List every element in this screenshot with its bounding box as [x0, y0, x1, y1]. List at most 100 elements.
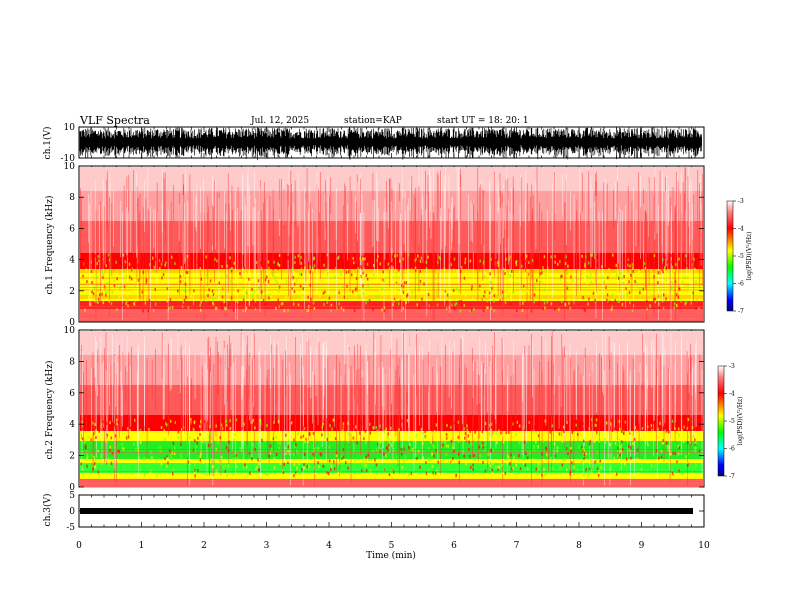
psd-speckle: [410, 472, 413, 475]
psd-streak: [693, 194, 694, 307]
psd-streak: [230, 192, 231, 231]
psd-streak: [541, 211, 543, 249]
psd-band: [80, 405, 703, 408]
psd-streak: [603, 182, 605, 239]
psd-speckle: [220, 462, 222, 466]
psd-streak: [177, 333, 179, 370]
psd-speckle: [82, 274, 84, 278]
psd-band: [80, 463, 703, 466]
psd-speckle: [533, 300, 535, 304]
psd-speckle: [667, 444, 669, 448]
psd-speckle: [293, 290, 296, 294]
psd-speckle: [686, 266, 688, 270]
psd-streak: [399, 377, 400, 474]
psd-speckle: [304, 440, 307, 444]
psd-speckle: [695, 306, 697, 310]
psd-streak: [356, 343, 358, 433]
psd-streak: [116, 342, 118, 415]
psd-speckle: [497, 459, 499, 462]
psd-speckle: [382, 278, 384, 282]
psd-streak: [321, 343, 323, 447]
psd-streak: [209, 355, 210, 474]
psd-speckle: [450, 263, 453, 267]
psd-speckle: [187, 305, 190, 309]
psd-speckle: [635, 281, 637, 285]
psd-streak: [620, 209, 622, 275]
psd-speckle: [285, 451, 287, 455]
psd-speckle: [303, 453, 306, 456]
psd-speckle: [627, 258, 630, 262]
psd-streak: [187, 200, 189, 296]
psd-speckle: [231, 267, 234, 271]
psd-speckle: [505, 431, 507, 435]
psd-streak: [306, 341, 308, 421]
psd-band: [80, 303, 703, 306]
psd-streak: [336, 354, 337, 471]
psd-streak: [189, 174, 191, 295]
psd-speckle: [80, 431, 82, 435]
psd-speckle: [665, 278, 667, 282]
psd-speckle: [287, 461, 289, 464]
psd-streak: [695, 352, 697, 400]
psd-speckle: [232, 308, 235, 312]
psd-streak: [577, 365, 579, 442]
psd-speckle: [339, 470, 342, 474]
psd-speckle: [488, 452, 490, 456]
psd-streak: [573, 372, 575, 475]
psd-streak: [440, 207, 441, 301]
psd-streak: [245, 205, 246, 313]
psd-speckle: [277, 433, 280, 437]
psd-speckle: [460, 299, 463, 303]
psd-speckle: [333, 460, 335, 464]
psd-speckle: [109, 270, 111, 273]
psd-speckle: [492, 461, 494, 465]
psd-streak: [257, 211, 259, 294]
psd-speckle: [438, 255, 440, 259]
psd-speckle: [309, 265, 311, 269]
psd-speckle: [583, 453, 585, 457]
psd-speckle: [160, 262, 163, 266]
psd-streak: [677, 174, 678, 290]
psd-speckle: [692, 291, 694, 295]
psd-streak: [505, 210, 506, 298]
psd-speckle: [391, 262, 393, 265]
psd-speckle: [149, 470, 152, 474]
psd-speckle: [515, 260, 517, 264]
psd-streak: [178, 204, 180, 242]
psd-speckle: [609, 467, 611, 471]
psd-speckle: [512, 466, 514, 470]
psd-speckle: [691, 425, 694, 429]
psd-speckle: [647, 460, 649, 464]
psd-speckle: [444, 440, 447, 444]
psd-speckle: [619, 453, 621, 457]
psd-speckle: [588, 467, 591, 471]
psd-speckle: [166, 287, 169, 290]
psd-streak: [684, 167, 686, 220]
psd-speckle: [619, 445, 621, 449]
psd-speckle: [420, 256, 422, 260]
psd-speckle: [198, 473, 201, 477]
psd-speckle: [205, 295, 207, 298]
psd-speckle: [581, 460, 583, 464]
psd-speckle: [187, 460, 190, 464]
psd-speckle: [174, 423, 176, 427]
psd-speckle: [272, 266, 274, 270]
psd-speckle: [182, 426, 185, 430]
psd-speckle: [569, 470, 572, 474]
psd-speckle: [539, 280, 542, 284]
psd-streak: [462, 336, 464, 455]
psd-speckle: [515, 432, 517, 436]
psd-speckle: [613, 472, 615, 476]
psd-speckle: [169, 454, 172, 458]
psd-speckle: [186, 271, 189, 275]
psd-speckle: [365, 301, 367, 305]
psd-streak: [667, 367, 669, 425]
psd-streak: [622, 365, 624, 409]
psd-speckle: [363, 437, 365, 441]
psd-speckle: [279, 441, 281, 445]
psd-speckle: [427, 293, 430, 296]
psd-speckle: [137, 264, 139, 268]
psd-speckle: [293, 474, 295, 478]
psd-band: [80, 417, 703, 420]
psd-speckle: [357, 294, 359, 298]
